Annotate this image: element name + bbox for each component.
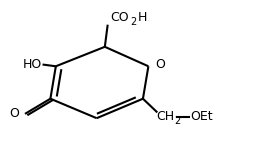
Text: CH: CH — [156, 110, 175, 123]
Text: HO: HO — [23, 58, 42, 71]
Text: 2: 2 — [174, 116, 180, 126]
Text: OEt: OEt — [191, 110, 213, 123]
Text: H: H — [138, 11, 147, 24]
Text: O: O — [9, 107, 19, 120]
Text: 2: 2 — [131, 17, 137, 27]
Text: O: O — [155, 58, 165, 71]
Text: CO: CO — [110, 11, 129, 24]
